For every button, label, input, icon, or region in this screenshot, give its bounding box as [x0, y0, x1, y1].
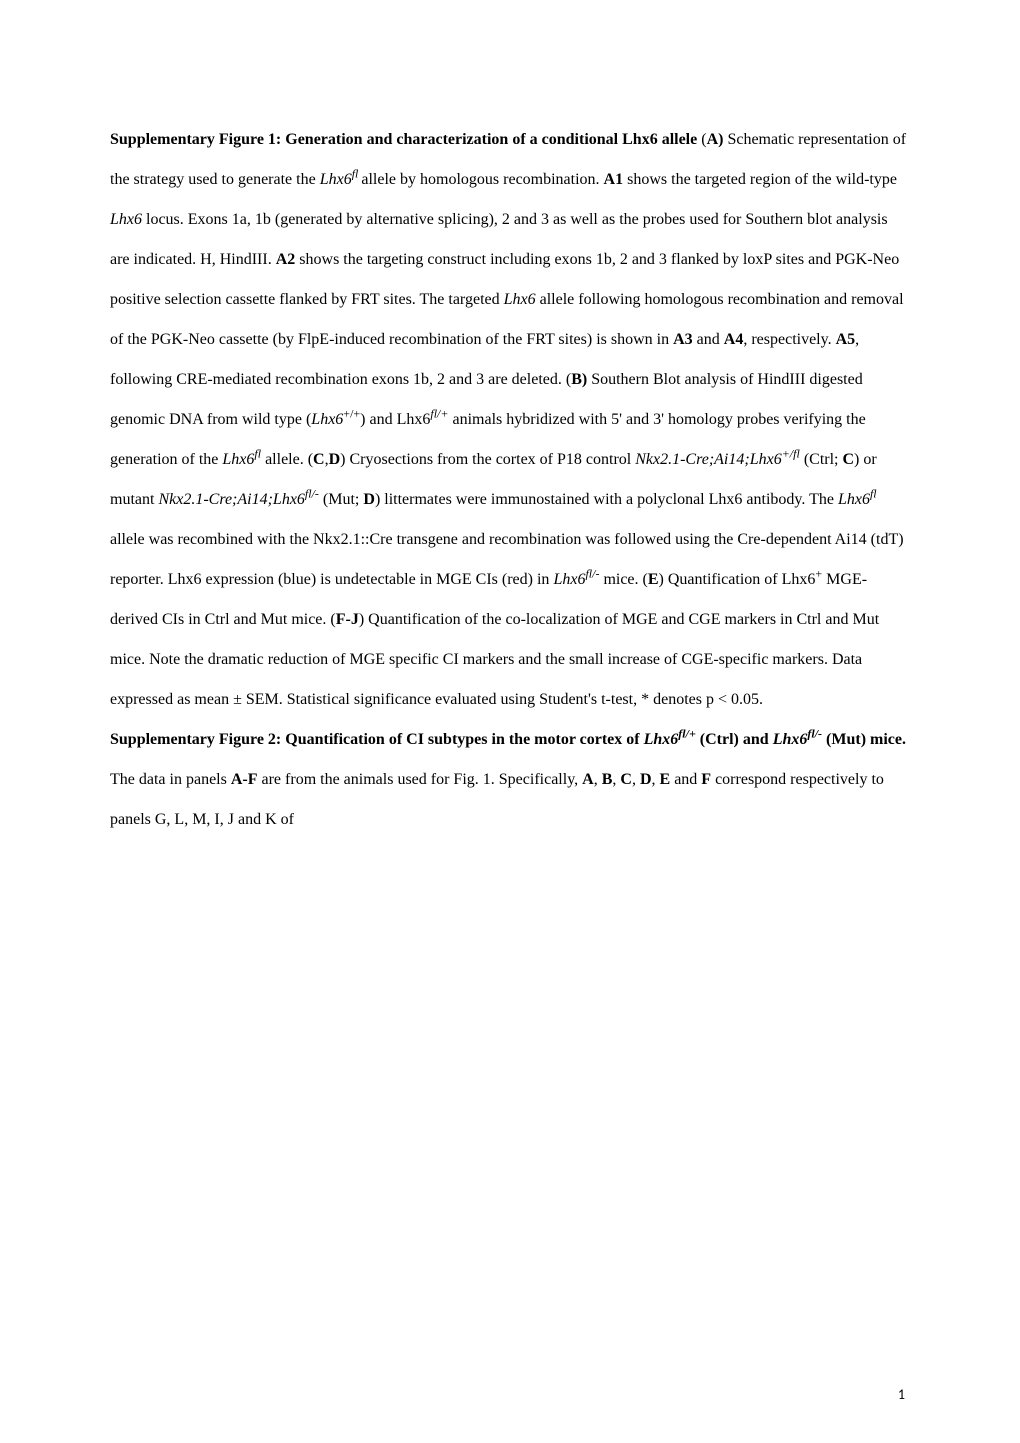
page-number: 1	[898, 1386, 905, 1403]
text: ) and Lhx6	[360, 411, 430, 428]
text: ,	[632, 771, 640, 788]
panel-label-b: B)	[571, 371, 587, 388]
text: ) littermates were immunostained with a …	[375, 491, 838, 508]
text: and	[693, 331, 724, 348]
superscript: fl/-	[305, 487, 319, 501]
text: allele. (	[261, 451, 313, 468]
gene-name: Lhx6	[311, 411, 343, 428]
figure-2-legend: Supplementary Figure 2: Quantification o…	[110, 720, 910, 840]
text: are from the animals used for Fig. 1. Sp…	[258, 771, 583, 788]
gene-name: Lhx6	[110, 211, 142, 228]
panel-label-a: A)	[707, 131, 724, 148]
superscript: +/fl	[782, 447, 800, 461]
superscript: fl/-	[807, 727, 822, 741]
fig2-title-prefix: Supplementary Figure 2: Quantification o…	[110, 731, 644, 748]
text: (Ctrl;	[800, 451, 843, 468]
text: ,	[594, 771, 602, 788]
gene-name: Lhx6	[644, 731, 679, 748]
panel-label-a2: A2	[276, 251, 296, 268]
figure-1-legend: Supplementary Figure 1: Generation and c…	[110, 120, 910, 720]
panel-label-a: A	[582, 771, 594, 788]
superscript: fl/+	[678, 727, 696, 741]
superscript: fl	[870, 487, 877, 501]
panel-label-fj: F-J	[336, 611, 359, 628]
text: allele by homologous recombination.	[361, 171, 603, 188]
superscript: fl/+	[430, 407, 448, 421]
panel-label-a5: A5	[836, 331, 856, 348]
gene-name: Lhx6	[222, 451, 254, 468]
panel-label-a4: A4	[724, 331, 744, 348]
text: The data in panels	[110, 771, 231, 788]
gene-name: Lhx6	[773, 731, 808, 748]
text: ,	[652, 771, 660, 788]
panel-label-a1: A1	[604, 171, 624, 188]
genotype: Nkx2.1-Cre;Ai14;Lhx6	[635, 451, 781, 468]
text: , respectively.	[743, 331, 835, 348]
gene-name: Lhx6	[320, 171, 352, 188]
panel-label-d: D	[329, 451, 341, 468]
panel-label-af: A-F	[231, 771, 258, 788]
genotype: Nkx2.1-Cre;Ai14;Lhx6	[158, 491, 304, 508]
gene-name: Lhx6	[838, 491, 870, 508]
fig2-title-mid: (Ctrl) and	[696, 731, 773, 748]
panel-label-c: C	[620, 771, 632, 788]
text: mice. (	[599, 571, 647, 588]
text: shows the targeted region of the wild-ty…	[623, 171, 897, 188]
panel-label-f: F	[701, 771, 711, 788]
panel-label-d: D	[640, 771, 652, 788]
panel-label-e: E	[648, 571, 659, 588]
panel-label-a3: A3	[673, 331, 693, 348]
text: ) Quantification of Lhx6	[659, 571, 816, 588]
panel-label-e: E	[660, 771, 671, 788]
panel-label-c: C	[842, 451, 854, 468]
superscript: fl/-	[585, 567, 599, 581]
fig2-title-end: (Mut) mice.	[822, 731, 906, 748]
superscript: fl	[352, 167, 362, 181]
gene-name: Lhx6	[504, 291, 536, 308]
gene-name: Lhx6	[553, 571, 585, 588]
text: and	[670, 771, 701, 788]
panel-label-c: C	[313, 451, 325, 468]
superscript: +/+	[343, 407, 360, 421]
fig1-title: Supplementary Figure 1: Generation and c…	[110, 131, 697, 148]
panel-label-b: B	[602, 771, 613, 788]
panel-label-d: D	[363, 491, 375, 508]
text: ) Cryosections from the cortex of P18 co…	[340, 451, 635, 468]
text: (Mut;	[319, 491, 363, 508]
